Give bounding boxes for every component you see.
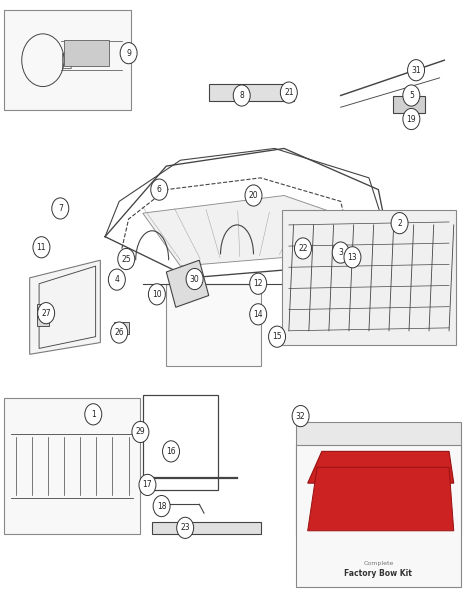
Text: 25: 25 xyxy=(121,255,131,264)
Text: 3: 3 xyxy=(338,248,343,257)
Polygon shape xyxy=(166,260,209,307)
Text: 17: 17 xyxy=(143,480,152,489)
Polygon shape xyxy=(152,522,261,534)
Circle shape xyxy=(332,242,349,263)
Polygon shape xyxy=(36,304,48,316)
FancyBboxPatch shape xyxy=(4,398,140,534)
Circle shape xyxy=(186,268,203,290)
Text: 7: 7 xyxy=(58,204,63,213)
Text: 13: 13 xyxy=(347,253,357,262)
Text: Complete: Complete xyxy=(363,561,393,566)
Circle shape xyxy=(391,213,408,233)
Polygon shape xyxy=(308,452,454,483)
Circle shape xyxy=(85,404,102,425)
Circle shape xyxy=(250,304,267,325)
Circle shape xyxy=(120,43,137,64)
Text: 1: 1 xyxy=(91,410,96,419)
Text: 6: 6 xyxy=(157,185,162,194)
Text: Factory Bow Kit: Factory Bow Kit xyxy=(345,569,412,578)
Circle shape xyxy=(37,303,55,324)
Polygon shape xyxy=(143,196,369,266)
Polygon shape xyxy=(308,467,454,531)
Circle shape xyxy=(132,421,149,443)
Circle shape xyxy=(118,248,135,269)
Text: 12: 12 xyxy=(254,279,263,288)
Text: 32: 32 xyxy=(296,411,305,421)
Polygon shape xyxy=(166,284,261,366)
Polygon shape xyxy=(36,314,48,326)
Circle shape xyxy=(403,85,420,106)
Text: 14: 14 xyxy=(254,310,263,319)
Circle shape xyxy=(408,60,425,81)
Circle shape xyxy=(111,322,128,343)
Circle shape xyxy=(52,198,69,219)
Text: 30: 30 xyxy=(190,275,200,284)
Circle shape xyxy=(233,85,250,106)
Text: 8: 8 xyxy=(239,91,244,100)
Text: 10: 10 xyxy=(152,290,162,299)
Circle shape xyxy=(177,517,194,538)
Text: 5: 5 xyxy=(409,91,414,100)
Circle shape xyxy=(269,326,285,348)
FancyBboxPatch shape xyxy=(4,10,131,110)
Circle shape xyxy=(33,236,50,258)
Circle shape xyxy=(163,441,180,462)
Text: 11: 11 xyxy=(36,243,46,252)
Circle shape xyxy=(109,269,125,290)
Text: 31: 31 xyxy=(411,66,421,74)
Polygon shape xyxy=(30,260,100,355)
Polygon shape xyxy=(392,96,426,113)
FancyBboxPatch shape xyxy=(282,210,456,346)
Text: 27: 27 xyxy=(41,309,51,317)
Text: 15: 15 xyxy=(272,332,282,341)
Circle shape xyxy=(294,238,311,259)
Circle shape xyxy=(245,185,262,206)
Circle shape xyxy=(148,284,165,305)
Text: 19: 19 xyxy=(407,115,416,124)
Circle shape xyxy=(151,179,168,200)
FancyBboxPatch shape xyxy=(296,422,461,534)
Circle shape xyxy=(250,273,267,294)
Text: 20: 20 xyxy=(249,191,258,200)
Text: 9: 9 xyxy=(126,48,131,58)
Text: 26: 26 xyxy=(114,328,124,337)
Text: 18: 18 xyxy=(157,502,166,511)
Text: 21: 21 xyxy=(284,88,293,97)
Circle shape xyxy=(292,405,309,427)
Circle shape xyxy=(403,108,420,129)
Text: 4: 4 xyxy=(114,275,119,284)
Circle shape xyxy=(344,246,361,268)
Text: 🚗: 🚗 xyxy=(62,51,73,70)
Text: 16: 16 xyxy=(166,447,176,456)
Text: 2: 2 xyxy=(397,219,402,228)
FancyBboxPatch shape xyxy=(296,446,461,587)
Circle shape xyxy=(139,475,156,495)
Text: 23: 23 xyxy=(180,524,190,532)
Text: 22: 22 xyxy=(298,244,308,253)
Polygon shape xyxy=(115,322,128,334)
FancyBboxPatch shape xyxy=(64,40,109,66)
Circle shape xyxy=(280,82,297,103)
Polygon shape xyxy=(209,84,293,102)
Circle shape xyxy=(153,495,170,517)
Text: 29: 29 xyxy=(136,427,145,437)
